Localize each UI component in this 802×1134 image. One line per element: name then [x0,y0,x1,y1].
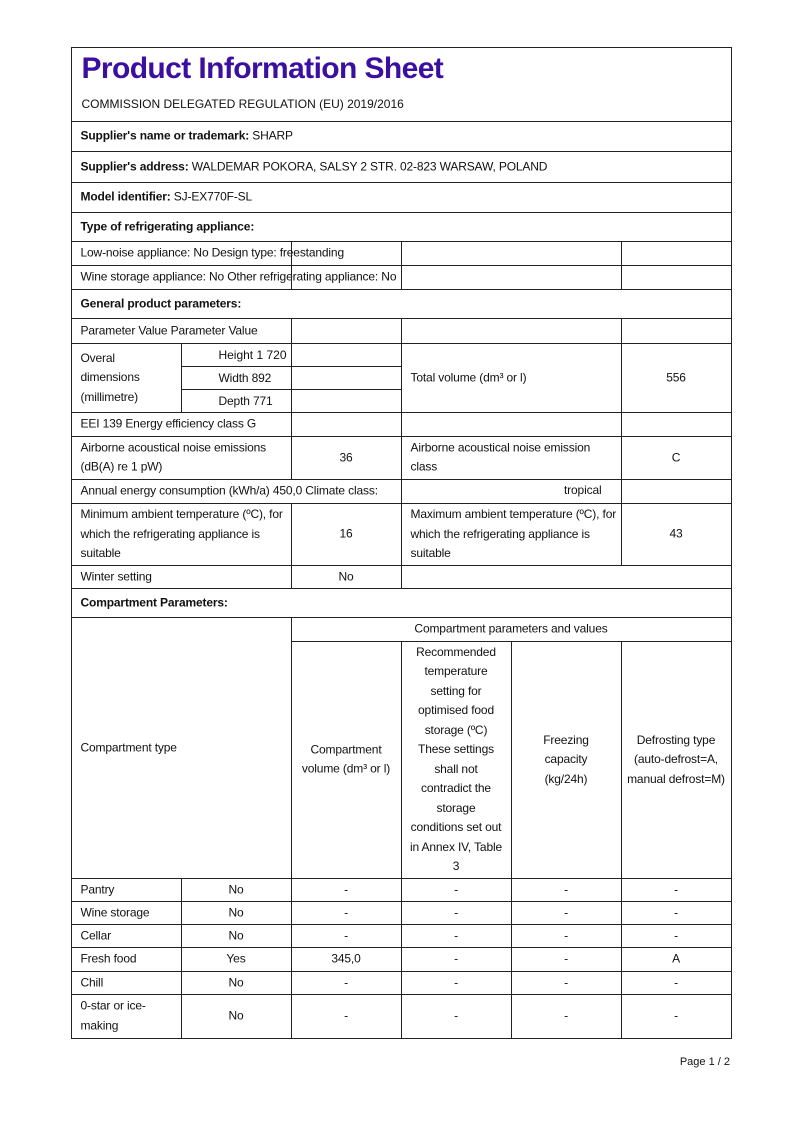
defrost: - [674,904,678,919]
supplier-name-label: Supplier's name or trademark: [80,128,250,143]
compartment-name: Fresh food [80,951,137,966]
volume: - [344,1008,348,1023]
eei: EEI 139 Energy efficiency class G [80,416,257,431]
compartment-group-header: Compartment parameters and values [414,621,608,636]
temperature: - [454,974,458,989]
total-volume-label: Total volume (dm³ or l) [410,370,527,384]
defrost: - [674,1008,678,1023]
model-label: Model identifier: [80,189,171,204]
regulation: COMMISSION DELEGATED REGULATION (EU) 201… [81,96,404,111]
page-number: Page 1 / 2 [679,1056,730,1068]
volume: - [344,974,348,989]
type-row-text: Wine storage appliance: No Other refrige… [80,269,397,284]
temperature: - [454,904,458,919]
winter-value: No [338,568,354,583]
depth-value: Depth 771 [218,393,273,408]
min-temp: 16 [339,526,353,541]
defrost: - [674,881,678,896]
compartment-name: 0-star or ice-making [80,998,146,1033]
freezing: - [564,1008,568,1023]
noise-class: C [671,449,681,464]
volume: - [344,881,348,896]
supplier-name-row: Supplier's name or trademark: SHARP [70,120,732,152]
model-row: Model identifier: SJ-EX770F-SL [70,181,732,213]
freezing: - [564,904,568,919]
type-row-text: Low-noise appliance: No Design type: fre… [80,245,345,260]
noise-label: Airborne acoustical noise emissions (dB(… [80,440,267,474]
dimensions-label: Overal dimensions (millimetre) [80,350,140,404]
freezing: - [564,974,568,989]
general-heading-row: General product parameters: [70,288,732,319]
annual-energy: Annual energy consumption (kWh/a) 450,0 … [80,483,379,498]
height-value: Height 1 720 [218,347,287,362]
present: No [228,904,244,919]
supplier-address: WALDEMAR POKORA, SALSY 2 STR. 02-823 WAR… [188,159,548,173]
climate-class: tropical [564,483,602,497]
page-title: Product Information Sheet [81,51,444,85]
compartment-name: Cellar [80,928,112,942]
general-heading: General product parameters: [80,296,242,310]
model-identifier: SJ-EX770F-SL [170,189,253,204]
header-block: Product Information Sheet COMMISSION DEL… [70,46,732,122]
noise-value: 36 [339,449,353,464]
volume: - [344,904,348,919]
param-header: Parameter Value Parameter Value [80,323,258,337]
freezing: - [564,881,568,896]
compartment-name: Chill [80,975,104,989]
temperature: - [454,951,458,966]
defrost-header: Defrosting type (auto-defrost=A, manual … [627,732,725,786]
present: Yes [226,951,246,966]
freezing: - [564,927,568,942]
compartment-heading: Compartment Parameters: [80,595,228,609]
present: No [228,881,244,896]
defrost: A [672,951,680,966]
volume: - [344,927,348,942]
compartment-type-header: Compartment type [80,740,177,754]
volume: 345,0 [331,951,361,966]
temperature-header: Recommended temperature setting for opti… [409,644,503,874]
total-volume: 556 [666,369,686,384]
winter-label: Winter setting [80,569,152,583]
type-heading: Type of refrigerating appliance: [80,219,255,233]
present: No [228,1008,244,1023]
defrost: - [674,927,678,942]
min-temp-label: Minimum ambient temperature (ºC), for wh… [80,506,283,560]
supplier-address-label: Supplier's address: [80,159,189,173]
noise-class-label: Airborne acoustical noise emission class [410,440,591,474]
temperature: - [454,1008,458,1023]
volume-header: Compartment volume (dm³ or l) [301,742,391,776]
present: No [228,927,244,942]
temperature: - [454,927,458,942]
temperature: - [454,881,458,896]
compartment-name: Wine storage [80,905,150,919]
width-value: Width 892 [218,370,272,385]
supplier-address-row: Supplier's address: WALDEMAR POKORA, SAL… [70,150,732,183]
present: No [228,974,244,989]
freezing: - [564,951,568,966]
compartment-name: Pantry [80,882,115,896]
defrost: - [674,974,678,989]
supplier-name: SHARP [249,128,293,143]
freezing-header: Freezing capacity (kg/24h) [543,732,589,786]
max-temp: 43 [669,526,683,541]
type-heading-row: Type of refrigerating appliance: [70,211,732,242]
max-temp-label: Maximum ambient temperature (ºC), for wh… [410,506,617,560]
